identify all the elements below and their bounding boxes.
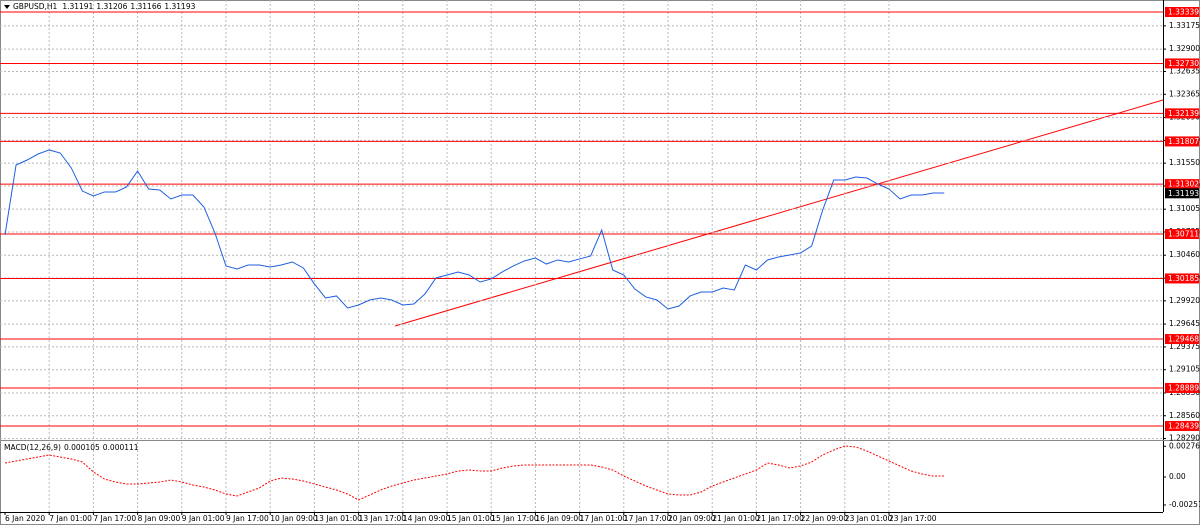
level-label: 1.30185: [1168, 274, 1199, 283]
low: 1.31166: [130, 2, 161, 11]
y-tick-label: 1.28560: [1169, 411, 1200, 420]
x-tick-label: 8 Jan 09:00: [138, 514, 181, 523]
menu-arrow[interactable]: [4, 5, 10, 9]
level-label: 1.29468: [1168, 335, 1199, 344]
x-tick-label: 9 Jan 01:00: [182, 514, 225, 523]
open: 1.31191: [62, 2, 93, 11]
y-tick-label: 1.31550: [1169, 158, 1200, 167]
level-label-box: [1165, 108, 1199, 119]
x-tick-label: 7 Jan 01:00: [49, 514, 92, 523]
level-label-box: [1165, 382, 1199, 393]
x-tick-label: 23 Jan 01:00: [845, 514, 893, 523]
y-tick-label: 1.28290: [1169, 434, 1200, 443]
x-tick-label: 9 Jan 17:00: [226, 514, 269, 523]
x-tick-label: 13 Jan 01:00: [314, 514, 362, 523]
y-tick-label: 0.00: [1169, 472, 1186, 481]
macd-signal-value: 0.000111: [103, 443, 139, 452]
close: 1.31193: [164, 2, 195, 11]
current-price-label: 1.31193: [1168, 189, 1199, 198]
x-tick-label: 15 Jan 17:00: [491, 514, 539, 523]
y-tick-label: 1.29105: [1169, 365, 1200, 374]
x-tick-label: 10 Jan 09:00: [270, 514, 318, 523]
macd-value: 0.000105: [64, 443, 100, 452]
y-tick-label: -0.002518: [1169, 500, 1200, 509]
series-line: [4, 149, 945, 310]
current-price-box: [1165, 188, 1199, 199]
symbol: GBPUSD,H1: [13, 2, 58, 11]
x-tick-label: 21 Jan 17:00: [756, 514, 804, 523]
y-tick-label: 1.33175: [1169, 21, 1200, 30]
level-label: 1.28889: [1168, 383, 1199, 392]
series-line: [4, 445, 945, 501]
x-tick-label: 17 Jan 01:00: [580, 514, 628, 523]
x-tick-label: 23 Jan 17:00: [889, 514, 937, 523]
x-tick-label: 17 Jan 17:00: [624, 514, 672, 523]
level-label-box: [1165, 420, 1199, 431]
level-label: 1.33339: [1168, 7, 1199, 16]
level-label: 1.31302: [1168, 180, 1199, 189]
chart-header: GBPUSD,H1 1.31191 1.31206 1.31166 1.31193: [13, 2, 196, 11]
level-label-box: [1165, 334, 1199, 345]
level-label-box: [1165, 229, 1199, 240]
level-label-box: [1165, 136, 1199, 147]
high: 1.31206: [96, 2, 127, 11]
y-tick-label: 1.31005: [1169, 204, 1200, 213]
level-label: 1.32730: [1168, 59, 1199, 68]
y-tick-label: 1.32635: [1169, 66, 1200, 75]
level-label: 1.32139: [1168, 109, 1199, 118]
level-label-box: [1165, 179, 1199, 190]
y-tick-label: 1.30460: [1169, 250, 1200, 259]
x-tick-label: 21 Jan 01:00: [712, 514, 760, 523]
y-tick-label: 1.29920: [1169, 296, 1200, 305]
x-tick-label: 6 Jan 2020: [5, 514, 45, 523]
y-tick-label: 0.002766: [1169, 441, 1200, 450]
level-label: 1.31807: [1168, 137, 1199, 146]
x-tick-label: 13 Jan 17:00: [359, 514, 407, 523]
x-tick-label: 16 Jan 09:00: [535, 514, 583, 523]
macd-header: MACD(12,26,9) 0.000105 0.000111: [4, 443, 139, 452]
level-label: 1.28439: [1168, 421, 1199, 430]
level-label-box: [1165, 58, 1199, 69]
x-tick-label: 7 Jan 17:00: [93, 514, 136, 523]
y-tick-label: 1.32900: [1169, 44, 1200, 53]
macd-title: MACD(12,26,9): [4, 443, 61, 452]
x-tick-label: 14 Jan 09:00: [403, 514, 451, 523]
trend-line: [394, 99, 1164, 327]
y-tick-label: 1.29375: [1169, 342, 1200, 351]
x-tick-label: 22 Jan 09:00: [801, 514, 849, 523]
level-label: 1.30711: [1168, 230, 1199, 239]
y-tick-label: 1.32365: [1169, 89, 1200, 98]
y-tick-label: 1.29645: [1169, 319, 1200, 328]
x-tick-label: 15 Jan 01:00: [447, 514, 495, 523]
level-label-box: [1165, 6, 1199, 17]
level-label-box: [1165, 273, 1199, 284]
x-tick-label: 20 Jan 09:00: [668, 514, 716, 523]
